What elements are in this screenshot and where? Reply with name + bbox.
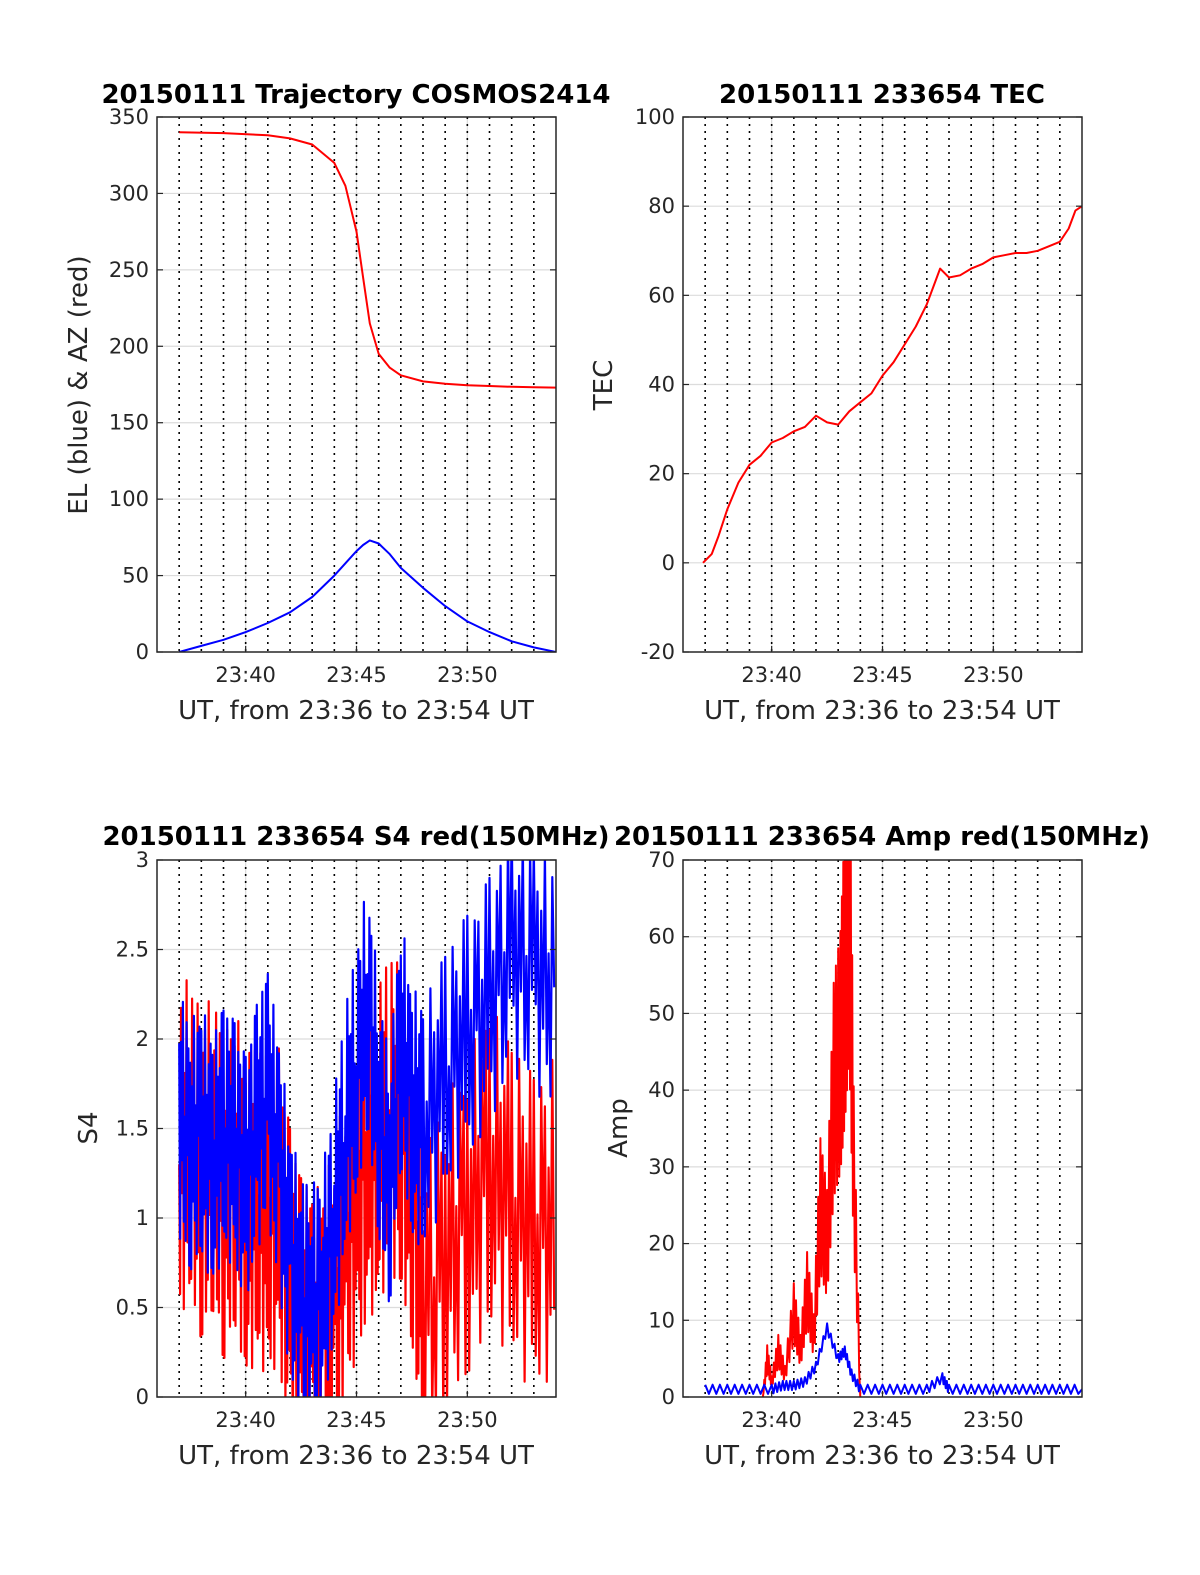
x-tick-label: 23:50 — [437, 1408, 498, 1432]
chart-title: 20150111 Trajectory COSMOS2414 — [101, 80, 610, 110]
series-group — [178, 860, 556, 1397]
y-axis-label: TEC — [589, 360, 619, 411]
y-tick-label: 3 — [136, 848, 149, 872]
y-tick-label: 10 — [648, 1308, 675, 1332]
x-axis-label: UT, from 23:36 to 23:54 UT — [178, 1441, 534, 1471]
series-line-red — [702, 205, 1082, 564]
series-group — [178, 131, 556, 652]
series-line-blue — [704, 1322, 1082, 1395]
y-tick-label: 0 — [662, 551, 675, 575]
series-line-blue — [178, 539, 556, 652]
y-tick-label: 0 — [136, 1385, 149, 1409]
y-tick-label: 150 — [109, 411, 149, 435]
y-tick-label: 2.5 — [116, 938, 149, 962]
tec-panel: 20150111 233654 TEC UT, from 23:36 to 23… — [589, 80, 1083, 726]
y-tick-label: 200 — [109, 334, 149, 358]
series-group — [702, 205, 1082, 564]
y-tick-label: 0 — [662, 1385, 675, 1409]
y-tick-label: 100 — [109, 487, 149, 511]
x-tick-label: 23:45 — [326, 663, 387, 687]
x-tick-label: 23:45 — [326, 1408, 387, 1432]
s4-panel: 20150111 233654 S4 red(150MHz) UT, from … — [74, 822, 610, 1471]
y-tick-label: 60 — [648, 925, 675, 949]
series-line-red — [761, 860, 862, 1397]
y-tick-label: 20 — [648, 462, 675, 486]
y-tick-label: 20 — [648, 1232, 675, 1256]
x-tick-label: 23:45 — [852, 663, 913, 687]
chart-title: 20150111 233654 Amp red(150MHz) — [614, 822, 1150, 852]
x-axis-label: UT, from 23:36 to 23:54 UT — [704, 696, 1060, 726]
x-tick-label: 23:50 — [963, 663, 1024, 687]
y-tick-label: 60 — [648, 283, 675, 307]
y-tick-label: 40 — [648, 373, 675, 397]
x-tick-label: 23:45 — [852, 1408, 913, 1432]
y-axis-label: EL (blue) & AZ (red) — [64, 255, 94, 514]
y-tick-label: 0 — [136, 640, 149, 664]
x-axis-label: UT, from 23:36 to 23:54 UT — [178, 696, 534, 726]
y-tick-label: 30 — [648, 1155, 675, 1179]
x-tick-label: 23:50 — [963, 1408, 1024, 1432]
y-tick-label: 1 — [136, 1206, 149, 1230]
y-tick-label: 50 — [648, 1001, 675, 1025]
y-tick-label: 0.5 — [116, 1296, 149, 1320]
series-group — [704, 860, 1082, 1397]
chart-title: 20150111 233654 TEC — [719, 80, 1045, 110]
y-tick-label: 300 — [109, 181, 149, 205]
x-tick-label: 23:50 — [437, 663, 498, 687]
y-tick-label: 70 — [648, 848, 675, 872]
x-tick-label: 23:40 — [215, 1408, 276, 1432]
series-line-blue — [178, 860, 556, 1397]
y-axis-label: Amp — [604, 1098, 634, 1158]
amp-panel: 20150111 233654 Amp red(150MHz) UT, from… — [604, 822, 1150, 1471]
y-tick-label: 100 — [635, 105, 675, 129]
y-tick-label: 80 — [648, 194, 675, 218]
y-tick-label: -20 — [641, 640, 675, 664]
y-tick-label: 2 — [136, 1027, 149, 1051]
trajectory-panel: 20150111 Trajectory COSMOS2414 UT, from … — [64, 80, 611, 726]
series-line-red — [179, 131, 556, 389]
y-axis-label: S4 — [74, 1111, 104, 1144]
x-tick-label: 23:40 — [741, 1408, 802, 1432]
y-tick-label: 250 — [109, 258, 149, 282]
y-tick-label: 1.5 — [116, 1117, 149, 1141]
y-tick-label: 350 — [109, 105, 149, 129]
x-tick-label: 23:40 — [741, 663, 802, 687]
x-axis-label: UT, from 23:36 to 23:54 UT — [704, 1441, 1060, 1471]
x-tick-label: 23:40 — [215, 663, 276, 687]
y-tick-label: 40 — [648, 1078, 675, 1102]
chart-title: 20150111 233654 S4 red(150MHz) — [102, 822, 609, 852]
y-tick-label: 50 — [122, 564, 149, 588]
